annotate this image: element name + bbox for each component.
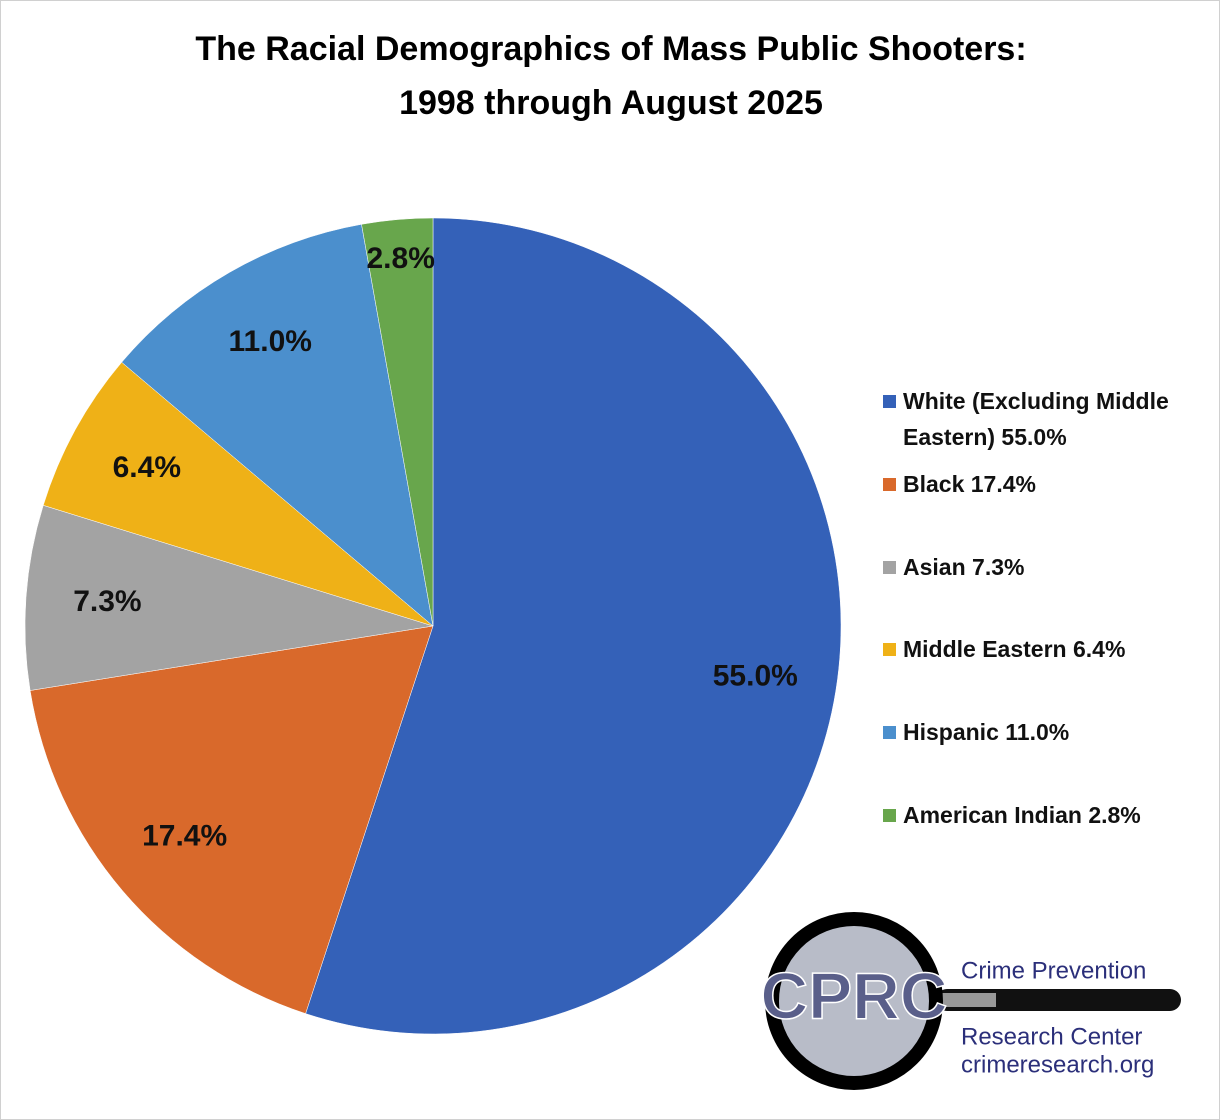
logo-url: crimeresearch.org	[961, 1051, 1154, 1078]
pie-slice	[42, 361, 434, 627]
data-label: 2.8%	[367, 242, 435, 275]
legend-entry: American Indian 2.8%	[881, 797, 1219, 833]
legend-label: American Indian 2.8%	[903, 802, 1141, 828]
logo-handle	[936, 989, 1181, 1011]
data-label: 6.4%	[113, 451, 181, 484]
chart-title: 1998 through August 2025	[399, 84, 823, 122]
legend-entry: White (Excluding Middle Eastern) 55.0%	[881, 383, 1219, 455]
logo-text: Crime Prevention	[961, 957, 1146, 984]
pie-slice	[305, 217, 842, 1035]
data-label: 17.4%	[142, 820, 227, 853]
logo-text: Research Center	[961, 1023, 1142, 1050]
data-label: 55.0%	[713, 660, 798, 693]
data-label: 11.0%	[229, 325, 312, 358]
legend-swatch	[883, 809, 896, 822]
legend-swatch	[883, 726, 896, 739]
chart-title: The Racial Demographics of Mass Public S…	[195, 30, 1026, 68]
legend-label: Middle Eastern 6.4%	[903, 636, 1126, 662]
pie: 55.0% 17.4% 7.3% 6.4% 11.0% 2.8%	[24, 217, 842, 1035]
logo-handle-band	[936, 993, 996, 1007]
legend-swatch	[883, 643, 896, 656]
legend-label: White (Excluding Middle Eastern) 55.0%	[903, 388, 1169, 450]
legend-swatch	[883, 478, 896, 491]
legend-label: Black 17.4%	[903, 471, 1036, 497]
pie-slice	[24, 504, 434, 691]
legend-entry: Hispanic 11.0%	[881, 714, 1219, 750]
logo-mark: CPRC	[760, 958, 947, 1032]
legend-swatch	[883, 561, 896, 574]
pie-slice	[29, 625, 434, 1014]
legend-entry: Black 17.4%	[881, 466, 1219, 502]
data-label: 7.3%	[73, 585, 141, 618]
legend-entry: Asian 7.3%	[881, 549, 1219, 585]
logo-lens	[765, 912, 943, 1090]
pie-slice	[361, 217, 434, 627]
legend-swatch	[883, 395, 896, 408]
pie-slice	[121, 224, 434, 627]
legend-entry: Middle Eastern 6.4%	[881, 631, 1219, 667]
logo: CPRC Crime Prevention Research Center cr…	[760, 912, 1181, 1090]
legend-label: Hispanic 11.0%	[903, 719, 1070, 745]
legend-label: Asian 7.3%	[903, 554, 1025, 580]
